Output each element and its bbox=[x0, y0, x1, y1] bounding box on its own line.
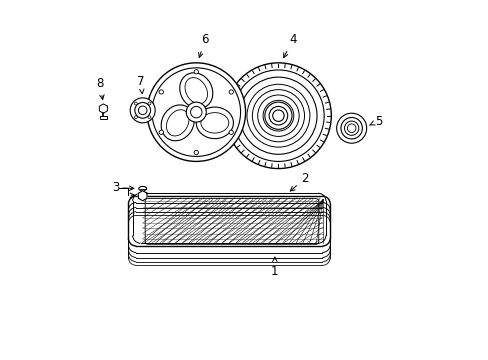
Circle shape bbox=[340, 117, 362, 139]
Circle shape bbox=[268, 107, 287, 125]
Circle shape bbox=[130, 98, 155, 123]
Circle shape bbox=[263, 100, 293, 131]
Circle shape bbox=[147, 63, 245, 161]
Circle shape bbox=[148, 102, 151, 105]
Circle shape bbox=[225, 63, 331, 168]
Text: 6: 6 bbox=[198, 33, 208, 57]
Ellipse shape bbox=[139, 186, 146, 191]
Circle shape bbox=[346, 124, 355, 132]
Circle shape bbox=[135, 103, 150, 118]
Circle shape bbox=[194, 69, 198, 74]
Circle shape bbox=[272, 110, 284, 121]
Circle shape bbox=[228, 90, 233, 94]
Circle shape bbox=[138, 106, 147, 114]
Text: 7: 7 bbox=[137, 75, 144, 94]
Bar bbox=[100, 116, 107, 119]
Ellipse shape bbox=[180, 73, 212, 109]
Circle shape bbox=[240, 77, 316, 154]
Circle shape bbox=[246, 84, 309, 147]
Circle shape bbox=[159, 90, 163, 94]
Circle shape bbox=[228, 130, 233, 134]
Polygon shape bbox=[99, 104, 107, 113]
Circle shape bbox=[134, 102, 137, 105]
Circle shape bbox=[264, 102, 291, 129]
Ellipse shape bbox=[161, 105, 194, 141]
Circle shape bbox=[152, 68, 240, 157]
Circle shape bbox=[148, 116, 151, 118]
Circle shape bbox=[186, 102, 206, 122]
Text: 2: 2 bbox=[290, 172, 308, 191]
Polygon shape bbox=[138, 191, 147, 201]
Text: 4: 4 bbox=[283, 33, 296, 58]
Text: 8: 8 bbox=[96, 77, 104, 99]
Circle shape bbox=[194, 150, 198, 155]
Circle shape bbox=[257, 95, 299, 136]
Circle shape bbox=[344, 121, 358, 135]
Ellipse shape bbox=[196, 107, 233, 139]
Circle shape bbox=[252, 90, 304, 142]
Text: 1: 1 bbox=[270, 257, 278, 278]
Circle shape bbox=[190, 107, 202, 118]
Text: 5: 5 bbox=[369, 114, 381, 127]
Text: 3: 3 bbox=[112, 181, 120, 194]
Circle shape bbox=[336, 113, 366, 143]
Circle shape bbox=[134, 116, 137, 118]
Circle shape bbox=[159, 130, 163, 134]
Circle shape bbox=[232, 70, 324, 161]
